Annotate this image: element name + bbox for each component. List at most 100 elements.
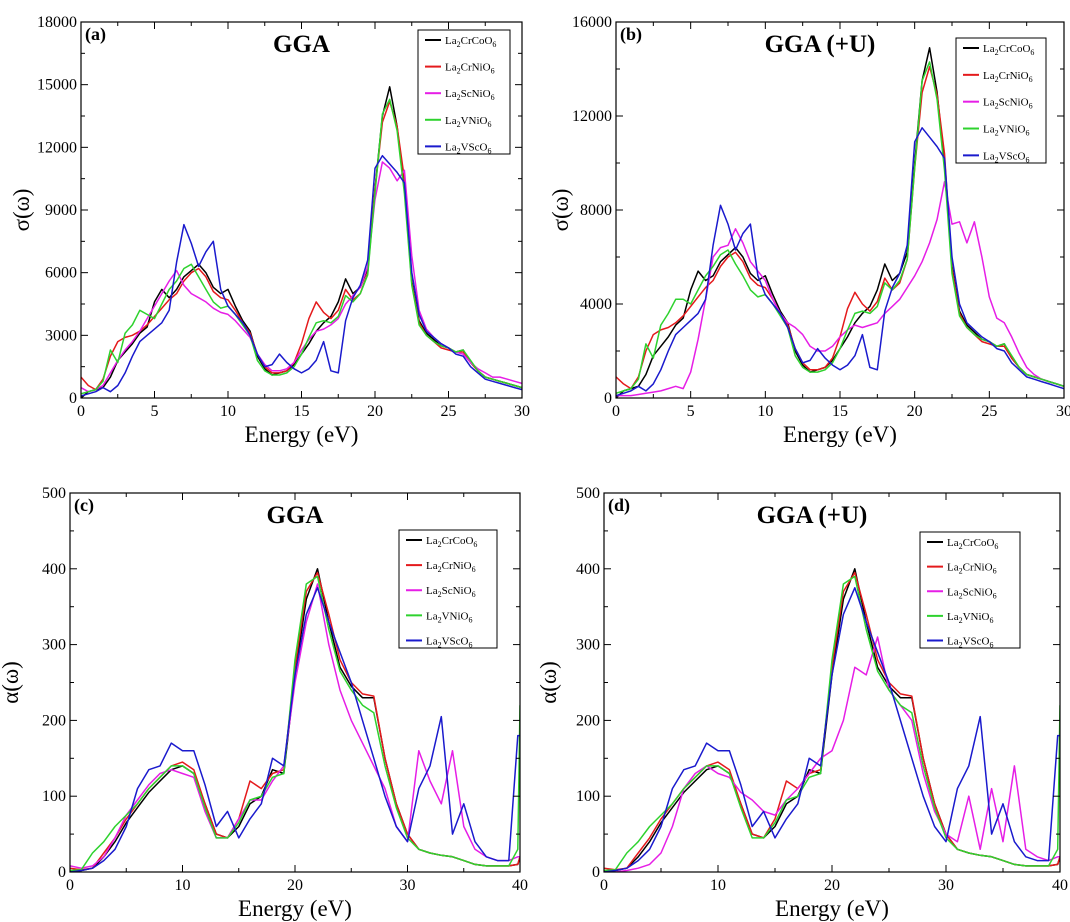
legend-entry: La2VScO6 xyxy=(983,150,1030,164)
legend-entry: La2ScNiO6 xyxy=(983,97,1033,111)
legend-text-part: 6 xyxy=(993,591,997,600)
legend-text-part: La xyxy=(947,537,959,549)
x-tick-label: 40 xyxy=(1052,877,1068,894)
legend-entry: La2CrCoO6 xyxy=(426,535,477,549)
legend-text-part: 2 xyxy=(959,616,963,625)
y-tick-label: 500 xyxy=(42,485,66,502)
panel-label: (c) xyxy=(74,495,94,516)
panel-label: (d) xyxy=(608,495,630,516)
legend-entry: La2VScO6 xyxy=(947,636,994,650)
legend-text-part: 2 xyxy=(995,48,999,57)
legend-text-part: VNiO xyxy=(461,115,488,127)
legend-text-part: ScNiO xyxy=(442,585,472,597)
legend-text-part: 6 xyxy=(1029,75,1033,84)
legend-text-part: 6 xyxy=(1026,155,1030,164)
series-line-la2vnio6 xyxy=(70,575,520,872)
x-tick-label: 5 xyxy=(687,403,695,420)
legend-text-part: VScO xyxy=(999,150,1026,162)
y-tick-label: 400 xyxy=(42,561,66,578)
y-tick-label: 200 xyxy=(576,712,600,729)
y-tick-label: 9000 xyxy=(45,202,77,219)
legend-text-part: 6 xyxy=(491,67,495,76)
x-tick-label: 15 xyxy=(294,403,310,420)
y-tick-label: 15000 xyxy=(37,77,77,94)
legend-text-part: CrCoO xyxy=(963,537,995,549)
y-tick-label: 18000 xyxy=(37,14,77,31)
legend-text-part: ScNiO xyxy=(461,88,491,100)
x-tick-label: 10 xyxy=(175,877,191,894)
series-line-la2scnio6 xyxy=(604,636,1060,872)
x-tick-label: 30 xyxy=(514,403,530,420)
x-tick-label: 5 xyxy=(151,403,159,420)
legend-text-part: CrCoO xyxy=(461,35,493,47)
legend-text-part: 2 xyxy=(457,146,461,155)
x-tick-label: 30 xyxy=(938,877,954,894)
legend-text-part: CrCoO xyxy=(442,535,474,547)
y-tick-label: 0 xyxy=(592,864,600,881)
legend-text-part: CrNiO xyxy=(963,562,993,574)
legend-text-part: 6 xyxy=(469,640,473,649)
x-axis-label: Energy (eV) xyxy=(238,896,352,921)
legend-text-part: 6 xyxy=(472,590,476,599)
legend-text-part: 6 xyxy=(990,616,994,625)
legend-text-part: 2 xyxy=(959,567,963,576)
y-tick-label: 300 xyxy=(576,637,600,654)
legend-text-part: 6 xyxy=(1030,48,1034,57)
legend-text-part: 2 xyxy=(995,75,999,84)
legend-entry: La2CrNiO6 xyxy=(445,62,495,76)
x-tick-label: 0 xyxy=(600,877,608,894)
legend-text-part: VScO xyxy=(442,635,469,647)
legend-text-part: La xyxy=(445,62,457,74)
legend-text-part: 6 xyxy=(491,93,495,102)
legend-text-part: VNiO xyxy=(999,124,1026,136)
legend-text-part: 6 xyxy=(993,567,997,576)
panel-a: 0 5 10 15 20 25 30 0 3000 6000 9000 12000 15000 18000… xyxy=(9,14,530,447)
x-tick-label: 30 xyxy=(1056,403,1070,420)
legend-entry: La2VNiO6 xyxy=(983,124,1030,138)
y-tick-label: 12000 xyxy=(572,108,612,125)
legend-entry: La2ScNiO6 xyxy=(947,586,997,600)
legend-entry: La2ScNiO6 xyxy=(426,585,476,599)
legend-text-part: 2 xyxy=(959,542,963,551)
x-tick-label: 15 xyxy=(832,403,848,420)
legend-text-part: 6 xyxy=(994,542,998,551)
series-line-la2scnio6 xyxy=(81,161,522,393)
legend-entry: La2VNiO6 xyxy=(947,611,994,625)
y-axis-label: α(ω) xyxy=(0,661,23,704)
y-tick-label: 0 xyxy=(69,390,77,407)
y-tick-label: 8000 xyxy=(580,202,612,219)
legend-entry: La2VScO6 xyxy=(426,635,473,649)
legend-text-part: VScO xyxy=(963,636,990,648)
x-axis-label: Energy (eV) xyxy=(245,422,359,447)
x-tick-label: 0 xyxy=(77,403,85,420)
legend-text-part: 6 xyxy=(473,540,477,549)
x-tick-label: 0 xyxy=(66,877,74,894)
series-line-la2vsco6 xyxy=(604,587,1060,872)
legend-text-part: 2 xyxy=(995,102,999,111)
legend-text-part: 2 xyxy=(457,67,461,76)
series-line-la2scnio6 xyxy=(616,181,1064,397)
series-line-la2scnio6 xyxy=(70,583,520,869)
legend-text-part: La xyxy=(426,585,438,597)
x-axis-label: Energy (eV) xyxy=(775,896,889,921)
legend-text-part: CrCoO xyxy=(999,43,1031,55)
legend-text-part: 2 xyxy=(959,641,963,650)
panel-label: (a) xyxy=(85,24,106,45)
y-tick-label: 200 xyxy=(42,712,66,729)
legend-entry: La2CrNiO6 xyxy=(947,562,997,576)
legend-text-part: CrNiO xyxy=(461,62,491,74)
legend-entry: La2CrNiO6 xyxy=(426,560,476,574)
legend-box xyxy=(955,37,1047,164)
legend-text-part: VNiO xyxy=(963,611,990,623)
legend-text-part: 2 xyxy=(438,615,442,624)
legend-text-part: 6 xyxy=(488,146,492,155)
legend-text-part: La xyxy=(445,115,457,127)
y-tick-label: 3000 xyxy=(45,327,77,344)
series-line-la2vsco6 xyxy=(70,587,520,872)
y-tick-label: 500 xyxy=(576,485,600,502)
legend-text-part: 2 xyxy=(438,590,442,599)
legend-text-part: 6 xyxy=(492,40,496,49)
legend-box xyxy=(417,29,511,155)
legend-text-part: La xyxy=(947,636,959,648)
